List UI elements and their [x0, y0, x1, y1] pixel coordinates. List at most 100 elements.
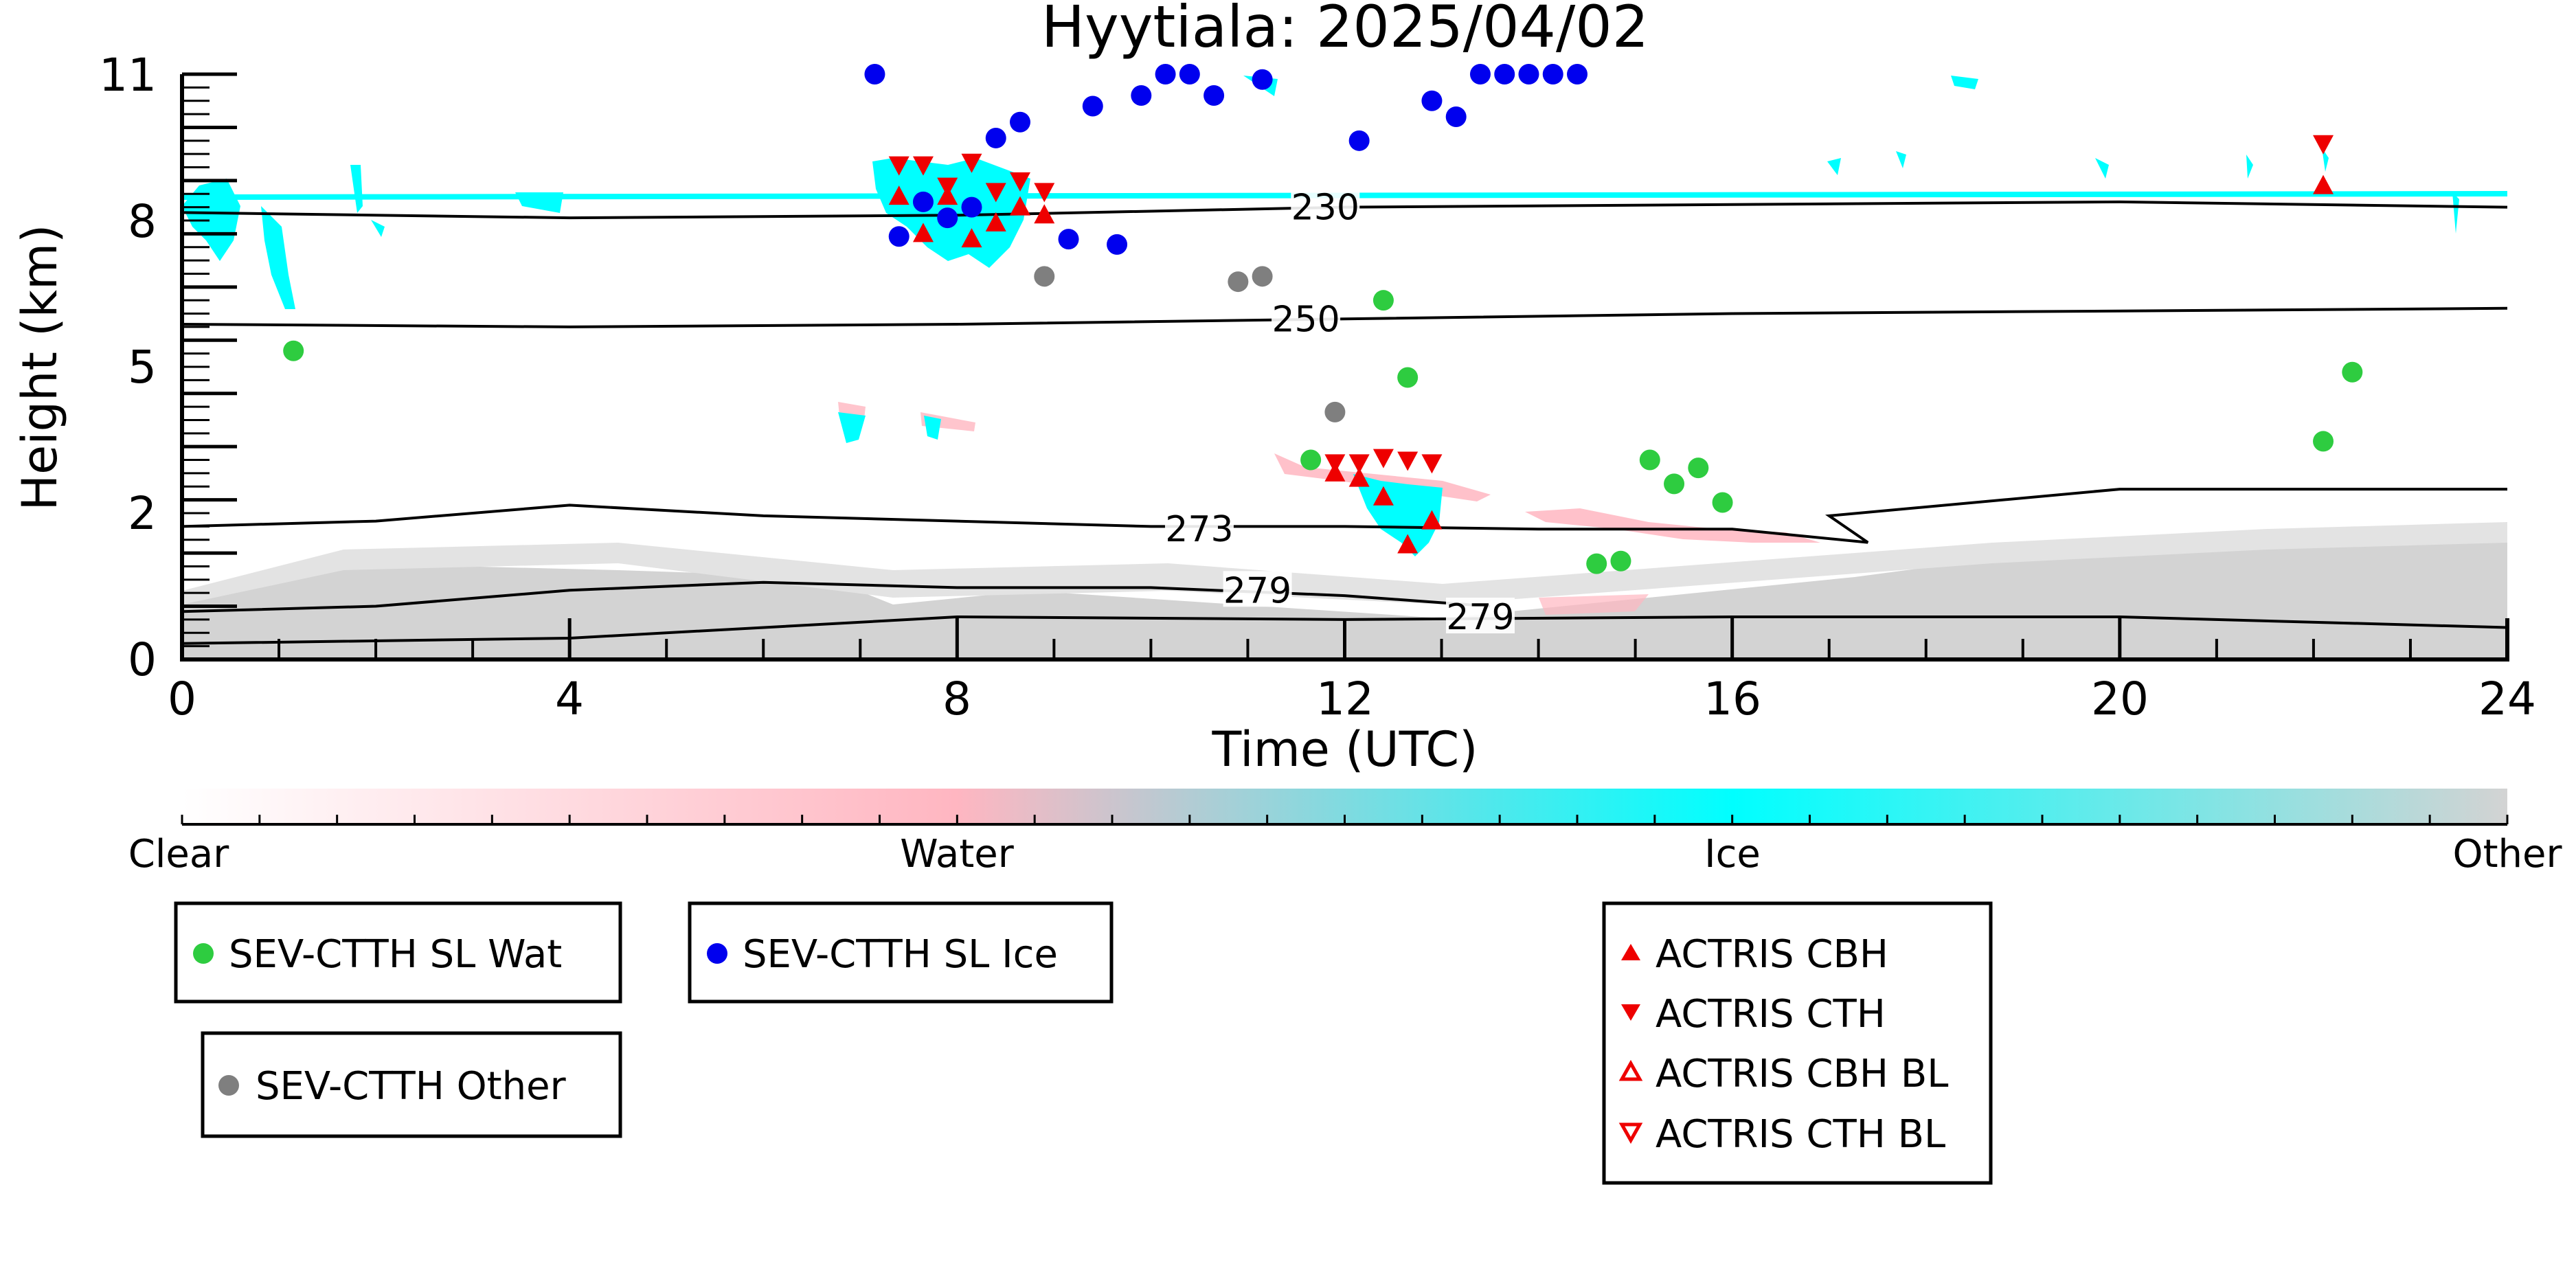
plot-axes	[180, 72, 2509, 662]
contour-line-273	[181, 488, 2507, 544]
legend-sev-other: SEV-CTTH Other	[201, 1031, 622, 1138]
marker-sev-ctth-sl-wat	[1639, 449, 1660, 471]
marker-actris-cth	[937, 177, 958, 197]
marker-sev-ctth-sl-wat	[1397, 367, 1419, 388]
marker-actris-cbh	[912, 223, 934, 242]
marker-sev-ctth-sl-wat	[1688, 457, 1709, 479]
marker-actris-cbh	[961, 228, 982, 248]
marker-sev-ctth-other	[1324, 401, 1346, 422]
marker-sev-ctth-sl-wat	[283, 340, 304, 361]
legend-box	[174, 901, 622, 1004]
marker-sev-ctth-sl-wat	[1300, 449, 1322, 471]
marker-sev-ctth-sl-wat	[1610, 550, 1631, 572]
contour-label-273: 273	[1165, 509, 1233, 550]
marker-sev-ctth-sl-ice	[1010, 111, 1031, 133]
marker-sev-ctth-other	[1034, 266, 1055, 287]
marker-sev-ctth-sl-ice	[937, 207, 958, 229]
legend-marker-wat	[193, 943, 214, 964]
marker-sev-ctth-sl-ice	[961, 196, 982, 218]
legend-marker-cth	[1621, 1004, 1640, 1021]
marker-actris-cth	[1324, 454, 1346, 474]
y-tick-label-8: 8	[128, 195, 157, 248]
marker-sev-ctth-other	[1228, 271, 1249, 293]
y-tick-label-0: 0	[128, 633, 157, 686]
contour-label-279: 279	[1223, 570, 1291, 611]
legend-label-cbh: ACTRIS CBH	[1656, 932, 1888, 977]
x-tick-label-0: 0	[168, 673, 196, 725]
marker-sev-ctth-sl-ice	[1155, 64, 1176, 84]
contour-label-bg	[1223, 571, 1292, 607]
marker-sev-ctth-sl-ice	[1469, 64, 1491, 84]
contour-label-bg	[1445, 598, 1515, 634]
y-tick-labels: 0 2 5 8 11	[99, 49, 157, 686]
marker-actris-cth	[1010, 172, 1031, 192]
marker-sev-ctth-sl-ice	[1179, 64, 1200, 84]
colorbar-label-other: Other	[2452, 832, 2562, 877]
colorbar-label-water: Water	[900, 832, 1015, 877]
legend-marker-other	[218, 1075, 239, 1096]
marker-sev-ctth-sl-ice	[888, 226, 909, 247]
marker-actris-cbh	[1421, 510, 1443, 530]
legend-sev-ice: SEV-CTTH SL Ice	[688, 901, 1114, 1004]
y-tick-label-2: 2	[128, 487, 157, 540]
cloud-field-layer	[182, 76, 2507, 658]
marker-sev-ctth-sl-ice	[1252, 69, 1273, 90]
ice-cloud-noon-core	[1353, 474, 1443, 556]
colorbar: Clear Water Ice Other	[128, 789, 2562, 877]
legend-marker-ice	[707, 943, 727, 964]
x-tick-label-8: 8	[942, 673, 971, 725]
ice-cloud-early-morning	[182, 179, 295, 309]
contour-label-bg	[1272, 300, 1341, 336]
colorbar-label-ice: Ice	[1704, 832, 1761, 877]
marker-actris-cth	[1372, 449, 1394, 468]
marker-sev-ctth-sl-ice	[1348, 130, 1370, 151]
water-cloud-patch-afternoon	[1525, 508, 1820, 543]
marker-actris-cth	[888, 156, 909, 176]
marker-actris-cbh	[1372, 486, 1394, 506]
contour-line-279	[181, 580, 1491, 613]
marker-actris-cbh	[2313, 174, 2334, 194]
x-tick-label-20: 20	[2091, 673, 2149, 725]
marker-sev-ctth-sl-ice	[1421, 90, 1443, 111]
x-tick-label-4: 4	[555, 673, 584, 725]
colorbar-ticks	[181, 815, 2509, 824]
marker-sev-ctth-sl-ice	[1204, 84, 1225, 106]
contour-label-230: 230	[1291, 188, 1359, 229]
x-tick-labels: 0 4 8 12 16 20 24	[168, 673, 2536, 725]
x-axis-label: Time (UTC)	[1212, 721, 1478, 778]
ice-cloud-midlevel-morning	[838, 412, 941, 443]
marker-sev-ctth-sl-ice	[1107, 234, 1128, 255]
legend-marker-cbh-bl	[1618, 1059, 1643, 1081]
contour-label-bg	[1291, 188, 1360, 224]
legend-label-other: SEV-CTTH Other	[256, 1064, 567, 1109]
marker-sev-ctth-sl-ice	[1518, 64, 1539, 84]
legend-label-ice: SEV-CTTH SL Ice	[743, 932, 1058, 977]
marker-sev-ctth-sl-ice	[912, 191, 934, 212]
contour-line-250	[181, 306, 2508, 328]
marker-sev-ctth-sl-wat	[1664, 473, 1685, 495]
legend-label-cth: ACTRIS CTH	[1656, 992, 1886, 1037]
axis-ticks	[180, 72, 2509, 662]
marker-layer	[283, 64, 2363, 574]
legend-label-cbh-bl: ACTRIS CBH BL	[1656, 1052, 1948, 1096]
marker-sev-ctth-sl-ice	[1131, 84, 1152, 106]
colorbar-label-clear: Clear	[128, 832, 229, 877]
marker-actris-cbh	[1010, 196, 1031, 216]
x-tick-label-16: 16	[1704, 673, 1761, 725]
marker-sev-ctth-sl-wat	[2313, 431, 2334, 452]
marker-sev-ctth-sl-wat	[1712, 492, 1733, 513]
marker-actris-cth	[1034, 183, 1055, 203]
chart-title: Hyytiala: 2025/04/02	[1041, 0, 1649, 60]
marker-actris-cth	[1348, 454, 1370, 474]
legend-label-cth-bl: ACTRIS CTH BL	[1656, 1112, 1945, 1157]
y-axis-label: Height (km)	[12, 225, 68, 511]
x-tick-label-12: 12	[1316, 673, 1374, 725]
marker-actris-cth	[985, 183, 1006, 203]
marker-actris-cbh	[985, 212, 1006, 231]
marker-actris-cth	[912, 156, 934, 176]
legend-sev-wat: SEV-CTTH SL Wat	[174, 901, 622, 1004]
water-cloud-patch-low	[1539, 594, 1649, 615]
marker-sev-ctth-sl-ice	[1445, 106, 1467, 127]
marker-sev-ctth-sl-wat	[2342, 361, 2363, 383]
